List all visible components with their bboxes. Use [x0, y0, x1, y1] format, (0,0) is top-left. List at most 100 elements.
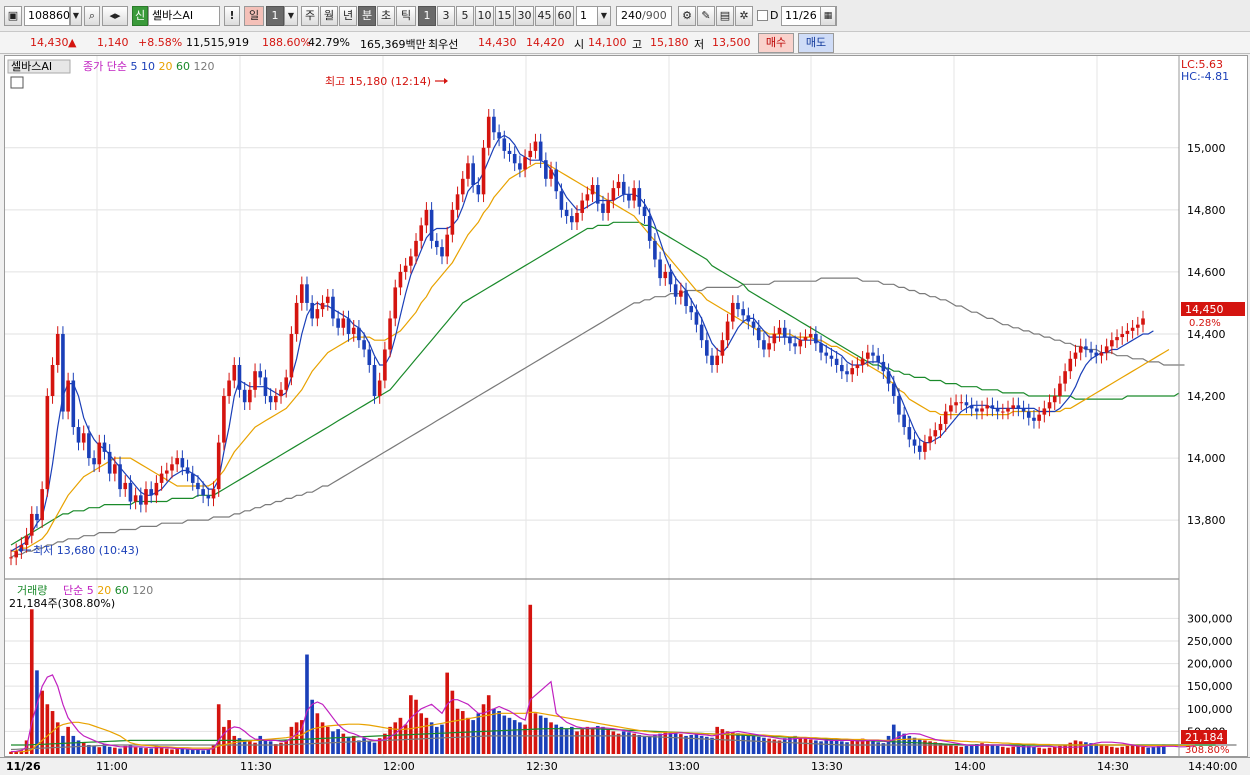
sell-button[interactable]: 매도	[798, 33, 834, 53]
candle	[476, 185, 481, 195]
alert-button[interactable]: !	[224, 6, 240, 26]
volume-bar	[455, 708, 460, 754]
candle	[658, 259, 662, 279]
save-icon[interactable]: ▤	[716, 6, 734, 26]
volume-bar	[512, 720, 517, 754]
interval-button-1[interactable]: 1	[418, 6, 436, 26]
interval-button-15[interactable]: 15	[495, 6, 514, 26]
volume-bar	[9, 751, 13, 754]
candle	[710, 355, 714, 365]
interval-dropdown-icon[interactable]: ▼	[597, 6, 611, 26]
price-tick-label: 15,000	[1187, 142, 1226, 155]
volume-bar	[81, 742, 86, 754]
candle	[814, 333, 818, 344]
volume-bar	[185, 749, 190, 754]
date-checkbox[interactable]	[757, 10, 768, 21]
volume-bar	[14, 751, 19, 754]
volume-bar	[497, 711, 501, 754]
low-note: 최저 13,680 (10:43)	[33, 544, 139, 557]
volume-bar	[1161, 744, 1166, 754]
window-icon[interactable]: ▣	[4, 6, 22, 26]
period-second-button[interactable]: 초	[377, 6, 395, 26]
candle	[829, 355, 834, 359]
volume-tick-label: 200,000	[1187, 658, 1233, 671]
volume-ma-legend: 단순 5 20 60 120	[63, 584, 153, 597]
interval-button-30[interactable]: 30	[515, 6, 534, 26]
calendar-icon[interactable]: ▦	[820, 6, 836, 26]
period-month-button[interactable]: 월	[320, 6, 338, 26]
candle	[414, 240, 418, 257]
period-day-button[interactable]: 일	[244, 6, 264, 26]
volume-bar	[1151, 746, 1156, 754]
volume-bar	[803, 738, 808, 754]
stock-name-field[interactable]: 셀바스AI	[148, 6, 220, 26]
candle	[346, 318, 351, 334]
chart-svg[interactable]: 13,800 14,000 14,200 14,400 14,600 14,800 15,0…	[5, 56, 1247, 756]
chart-settings-icon[interactable]: ⚙	[678, 6, 696, 26]
volume-bar	[850, 740, 855, 754]
volume-bar	[170, 749, 174, 754]
interval-button-5[interactable]: 5	[456, 6, 474, 26]
volume-bar	[1146, 747, 1151, 754]
period-minute-button[interactable]: 분	[358, 6, 376, 26]
candle	[933, 430, 938, 437]
search-icon[interactable]: ⌕	[84, 6, 100, 26]
volume-bar	[1135, 745, 1140, 754]
candle	[1026, 411, 1031, 418]
volume-bar	[710, 737, 714, 754]
sound-icon[interactable]: ◂▸	[102, 6, 128, 26]
period-count-field[interactable]: 1	[266, 6, 284, 26]
volume-bar	[756, 736, 761, 754]
volume-bar	[1011, 746, 1015, 754]
volume-bar	[248, 740, 252, 754]
chart-area[interactable]: 13,800 14,000 14,200 14,400 14,600 14,800 15,0…	[4, 55, 1248, 757]
period-week-button[interactable]: 주	[301, 6, 319, 26]
candle	[320, 302, 325, 310]
candle	[663, 271, 668, 279]
buy-button[interactable]: 매수	[758, 33, 794, 53]
candle	[959, 402, 964, 404]
candle	[71, 380, 76, 428]
volume-bar	[580, 729, 585, 754]
volume-bar	[351, 735, 356, 754]
period-tick-button[interactable]: 틱	[396, 6, 416, 26]
gear-icon[interactable]: ✲	[735, 6, 753, 26]
price-change-pct: +8.58%	[138, 36, 183, 49]
candle	[611, 188, 616, 201]
volume-bar	[860, 738, 865, 754]
volume-bar	[206, 749, 211, 754]
candle	[1099, 352, 1104, 356]
interval-select[interactable]: 1	[576, 6, 598, 26]
draw-tool-icon[interactable]: ✎	[697, 6, 715, 26]
period-count-dropdown-icon[interactable]: ▼	[284, 6, 298, 26]
interval-button-45[interactable]: 45	[535, 6, 554, 26]
candle	[595, 185, 600, 204]
volume-bar	[29, 609, 34, 754]
candle	[466, 163, 470, 179]
candle	[850, 368, 855, 375]
candle	[559, 191, 564, 210]
period-year-button[interactable]: 년	[339, 6, 357, 26]
volume-bar	[71, 735, 76, 754]
code-dropdown-icon[interactable]: ▼	[70, 6, 82, 26]
interval-button-3[interactable]: 3	[437, 6, 455, 26]
volume-bar	[201, 750, 205, 754]
volume-bar	[975, 744, 979, 754]
volume-bar	[1120, 746, 1125, 754]
interval-button-60[interactable]: 60	[555, 6, 574, 26]
volume-bar	[372, 742, 377, 754]
price-tick-label: 14,000	[1187, 452, 1226, 465]
bar-count-field[interactable]: 240/900	[616, 6, 672, 26]
legend-item: 20	[97, 584, 115, 597]
volume-bar	[1078, 741, 1083, 754]
stock-code-input[interactable]: 108860	[24, 6, 70, 26]
low-arrowhead-icon	[18, 547, 22, 553]
volume-bar	[486, 695, 491, 754]
candle	[170, 464, 174, 471]
toolbar: ▣ 108860 ▼ ⌕ ◂▸ 신 셀바스AI ! 일 1 ▼ 주 월 년 분 …	[0, 0, 1250, 32]
time-label: 11:30	[240, 760, 272, 773]
candle	[819, 343, 823, 353]
candle	[699, 324, 704, 341]
candle	[279, 389, 283, 397]
interval-button-10[interactable]: 10	[475, 6, 494, 26]
